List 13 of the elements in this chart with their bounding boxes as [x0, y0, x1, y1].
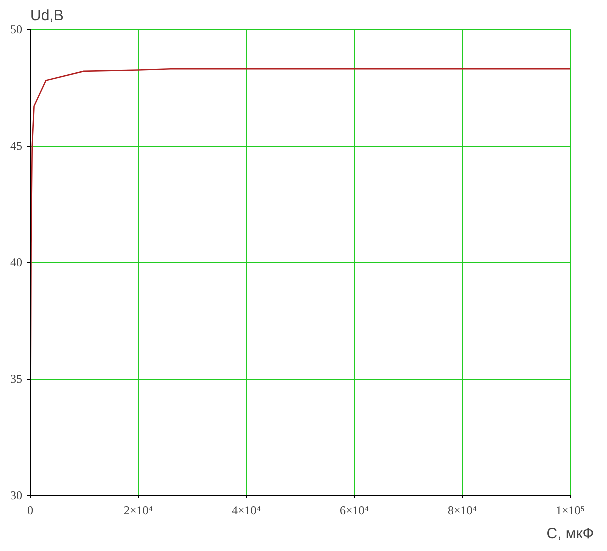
y-tick-label: 35	[10, 372, 22, 386]
y-tick-label: 30	[10, 488, 22, 502]
y-tick-label: 40	[10, 256, 22, 270]
y-tick-label: 45	[10, 139, 22, 153]
y-tick-label: 50	[10, 22, 22, 36]
x-tick-label: 4×10⁴	[232, 504, 261, 518]
x-tick-label: 2×10⁴	[124, 504, 153, 518]
x-tick-label: 6×10⁴	[340, 504, 369, 518]
x-tick-label: 0	[28, 504, 34, 518]
x-tick-label: 1×10⁵	[556, 504, 585, 518]
x-axis-title: C, мкФ	[546, 526, 594, 542]
y-axis-title: Ud,B	[30, 8, 64, 24]
x-tick-label: 8×10⁴	[448, 504, 477, 518]
